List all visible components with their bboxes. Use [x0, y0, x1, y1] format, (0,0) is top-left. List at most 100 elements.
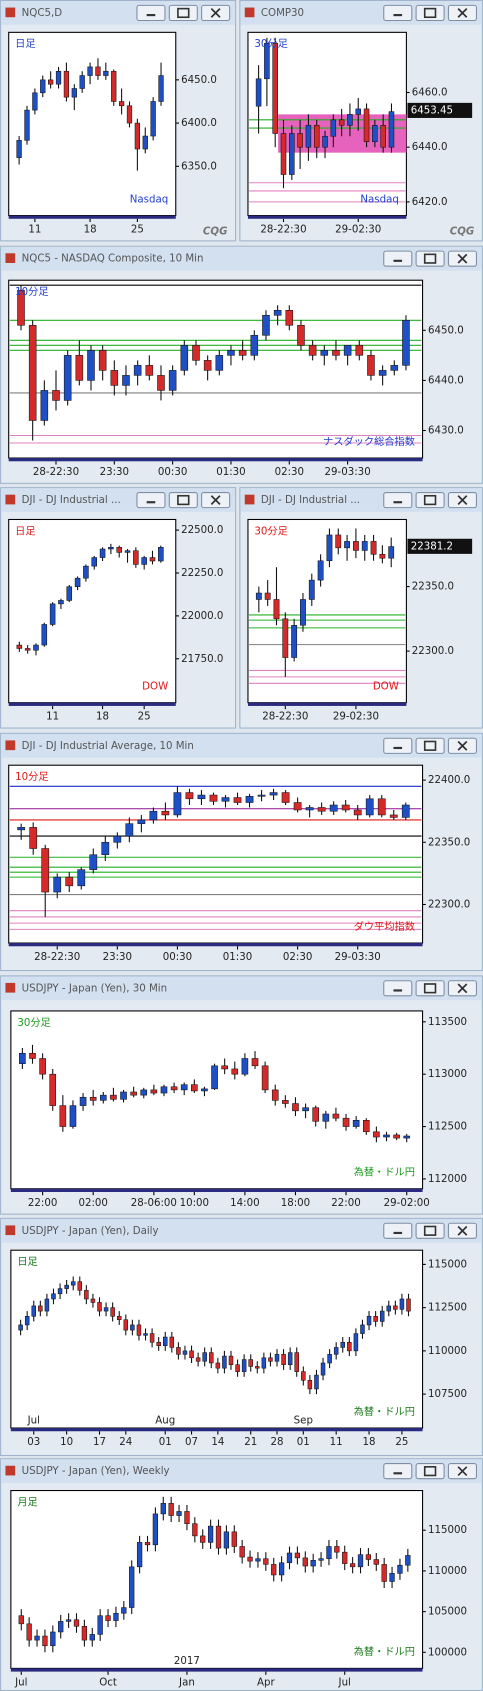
candle-body	[140, 1089, 148, 1096]
candle-body	[289, 133, 295, 175]
candle-body	[292, 1103, 299, 1112]
candle-body	[291, 625, 298, 658]
candle-body	[141, 557, 147, 565]
minimize-button[interactable]	[383, 737, 413, 754]
candle-body	[377, 798, 386, 816]
candle-body	[209, 794, 218, 802]
maximize-button[interactable]	[415, 980, 445, 997]
candle-body	[133, 550, 139, 565]
y-tick-label: 21750.0	[181, 654, 223, 665]
maximize-button[interactable]	[415, 737, 445, 754]
candle-body	[406, 1298, 411, 1312]
candle-body	[97, 1302, 102, 1312]
candle-body	[274, 1354, 280, 1362]
window-title: DJI - DJ Industrial Average, 10 Min	[22, 741, 194, 752]
candle-body	[264, 592, 271, 600]
chart-label: 30分足	[17, 1017, 50, 1029]
candle-body	[221, 797, 230, 802]
candle-body	[49, 603, 56, 625]
plot-area	[8, 764, 424, 944]
x-tick-label: 02:00	[78, 1198, 107, 1209]
maximize-button[interactable]	[168, 491, 198, 509]
y-tick-label: 6450.0	[181, 75, 217, 86]
candle-body	[99, 1094, 107, 1101]
candle-body	[191, 1084, 198, 1092]
candle-body	[113, 1612, 119, 1621]
window-title: NQC5 - NASDAQ Composite, 10 Min	[22, 254, 204, 265]
chart-label: 10分足	[15, 771, 48, 783]
maximize-button[interactable]	[168, 4, 198, 22]
session-strip	[8, 943, 423, 947]
candle-body	[390, 365, 399, 371]
x-tick-label: 14:00	[230, 1198, 259, 1209]
candle-body	[280, 133, 287, 175]
close-glyph	[457, 495, 468, 505]
candle-body	[63, 355, 72, 401]
maximize-button[interactable]	[415, 491, 445, 509]
candle-body	[233, 797, 242, 803]
chart-watermark: 為替・ドル円	[354, 1405, 415, 1418]
candle-body	[355, 345, 364, 356]
candle-body	[69, 1105, 77, 1127]
candle-body	[70, 1281, 76, 1286]
candle-body	[84, 1290, 89, 1300]
x-tick-label: Apr	[257, 1677, 275, 1688]
chart-watermark: Nasdaq	[360, 194, 398, 205]
x-tick-label: 23:30	[100, 467, 129, 478]
window-icon	[5, 1225, 16, 1236]
window-icon	[5, 740, 16, 751]
minimize-glyph	[393, 1472, 403, 1475]
minimize-button[interactable]	[383, 980, 413, 997]
candle-body	[241, 1359, 247, 1372]
chart-label: 10分足	[15, 286, 48, 298]
minimize-button[interactable]	[383, 250, 413, 267]
chart-label: 30分足	[254, 525, 287, 537]
candle-body	[353, 809, 362, 816]
window-icon	[5, 7, 16, 18]
candle-body	[122, 375, 130, 386]
maximize-button[interactable]	[415, 250, 445, 267]
y-tick-label: 110000	[428, 1346, 467, 1357]
candle-body	[58, 1621, 64, 1633]
candle-body	[317, 560, 324, 581]
minimize-button[interactable]	[136, 491, 166, 509]
plot-area	[10, 1489, 424, 1669]
candle-body	[51, 1293, 56, 1300]
session-strip	[8, 215, 176, 219]
maximize-button[interactable]	[415, 4, 445, 22]
y-tick-label: 6420.0	[412, 197, 448, 208]
candle-body	[63, 70, 70, 98]
candle-body	[282, 618, 289, 658]
maximize-button[interactable]	[415, 1222, 445, 1239]
chart-label: 日足	[15, 38, 35, 50]
minimize-button[interactable]	[383, 1222, 413, 1239]
candle-body	[373, 1131, 380, 1138]
candle-body	[347, 114, 353, 126]
minimize-button[interactable]	[136, 4, 166, 22]
minimize-button[interactable]	[383, 1463, 413, 1480]
close-glyph	[457, 1225, 468, 1236]
candle-body	[227, 350, 235, 356]
x-tick-label: 18	[84, 225, 97, 236]
candle-body	[305, 125, 312, 148]
candle-body	[300, 599, 306, 626]
session-strip	[10, 1188, 423, 1192]
candle-body	[378, 370, 387, 376]
maximize-button[interactable]	[415, 1463, 445, 1480]
candle-body	[95, 66, 101, 76]
candle-body	[157, 375, 165, 391]
candle-body	[255, 1558, 261, 1562]
minimize-button[interactable]	[383, 4, 413, 22]
maximize-glyph	[423, 253, 437, 264]
candle-body	[97, 1615, 103, 1635]
candle-body	[16, 140, 22, 158]
candle-body	[29, 1052, 36, 1059]
candle-body	[383, 1134, 390, 1138]
x-period-label: Aug	[155, 1415, 175, 1426]
candle-body	[365, 798, 374, 816]
candle-body	[335, 534, 342, 549]
candle-body	[363, 108, 370, 142]
x-tick-label: 18:00	[281, 1198, 310, 1209]
minimize-button[interactable]	[383, 491, 413, 509]
candle-body	[373, 1559, 379, 1565]
